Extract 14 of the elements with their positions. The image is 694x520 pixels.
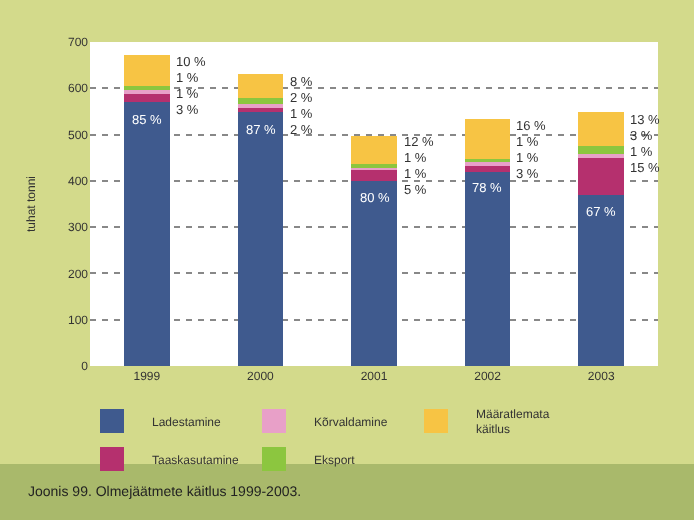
- bar: [578, 112, 624, 146]
- bar: [237, 74, 284, 98]
- bar: [464, 119, 511, 160]
- bar: [237, 97, 284, 104]
- bar: [237, 112, 284, 366]
- bar: [351, 180, 397, 366]
- bar: [124, 102, 170, 366]
- bar: [578, 194, 624, 366]
- bar: [464, 171, 511, 366]
- bar: [578, 156, 624, 195]
- bar: [351, 169, 397, 181]
- bar: [578, 145, 624, 154]
- bar: [351, 135, 397, 164]
- bar: [124, 55, 170, 87]
